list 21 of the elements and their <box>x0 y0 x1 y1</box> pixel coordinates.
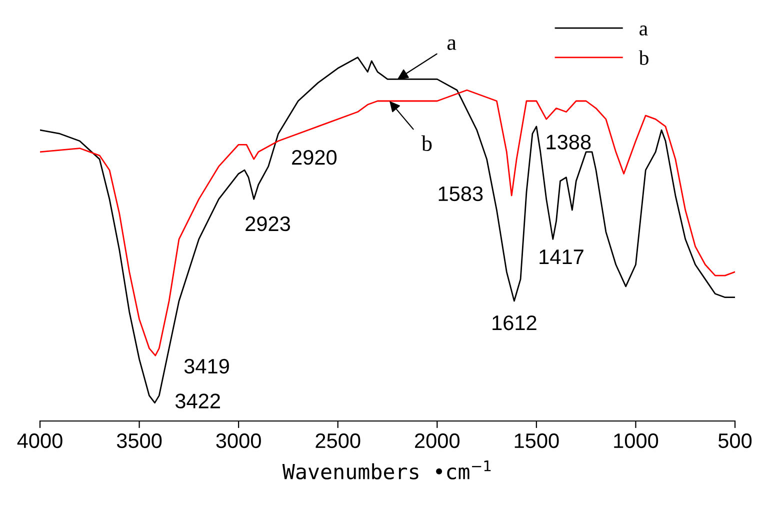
x-tick-label: 3500 <box>116 433 162 448</box>
x-tick-label: 500 <box>718 433 752 448</box>
legend-label: b <box>638 50 648 65</box>
annotation: b <box>421 135 432 152</box>
x-tick-label: 4000 <box>17 433 62 448</box>
annotation: 3419 <box>184 358 229 374</box>
annotation: 1388 <box>546 134 591 150</box>
annotation: 2920 <box>292 150 337 165</box>
x-axis-title: Wavenumbers •cm$^{−1}$ <box>282 460 491 480</box>
x-tick-label: 1500 <box>514 433 559 448</box>
annotation: 3422 <box>175 394 220 408</box>
x-tick-label: 2000 <box>415 433 460 448</box>
annotation: 2923 <box>246 216 290 232</box>
x-tick-label: 1000 <box>614 433 658 448</box>
annotation: a <box>447 39 456 50</box>
x-tick-label: 3000 <box>216 433 261 448</box>
legend-label: a <box>640 26 648 36</box>
annotation: 1612 <box>492 315 536 330</box>
x-tick-label: 2500 <box>316 433 360 448</box>
annotation: 1583 <box>438 186 483 202</box>
annotation: 1417 <box>540 250 584 264</box>
